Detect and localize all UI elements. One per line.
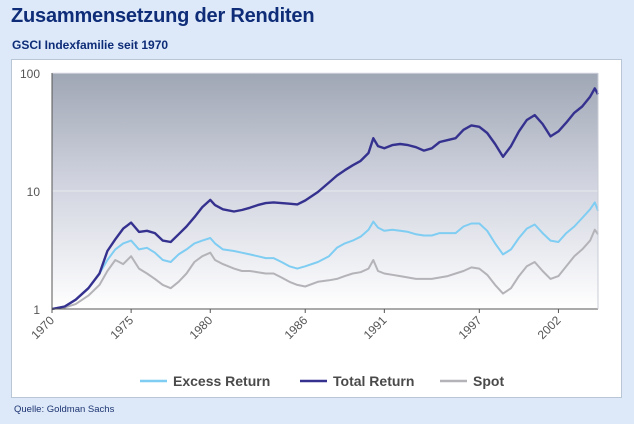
x-tick-label: 2002 [535,313,564,342]
legend-label: Spot [473,373,504,389]
page-subtitle: GSCI Indexfamilie seit 1970 [12,38,169,52]
series-line-spot [51,228,599,310]
series-line-total-return [51,87,600,311]
x-tick-label: 1986 [282,313,311,342]
legend-label: Excess Return [173,373,270,389]
x-tick-label: 1975 [107,313,136,342]
y-tick-label: 10 [27,185,41,199]
legend-label: Total Return [333,373,414,389]
y-tick-label: 100 [20,67,40,81]
series-line-excess-return [51,201,599,310]
page-title: Zusammensetzung der Renditen [11,5,315,27]
x-tick-label: 1980 [187,313,216,342]
y-tick-label: 1 [33,303,40,317]
x-tick-label: 1997 [456,313,485,342]
x-tick-label: 1970 [28,313,57,342]
x-tick-label: 1991 [361,313,390,342]
source-note: Quelle: Goldman Sachs [14,404,115,415]
